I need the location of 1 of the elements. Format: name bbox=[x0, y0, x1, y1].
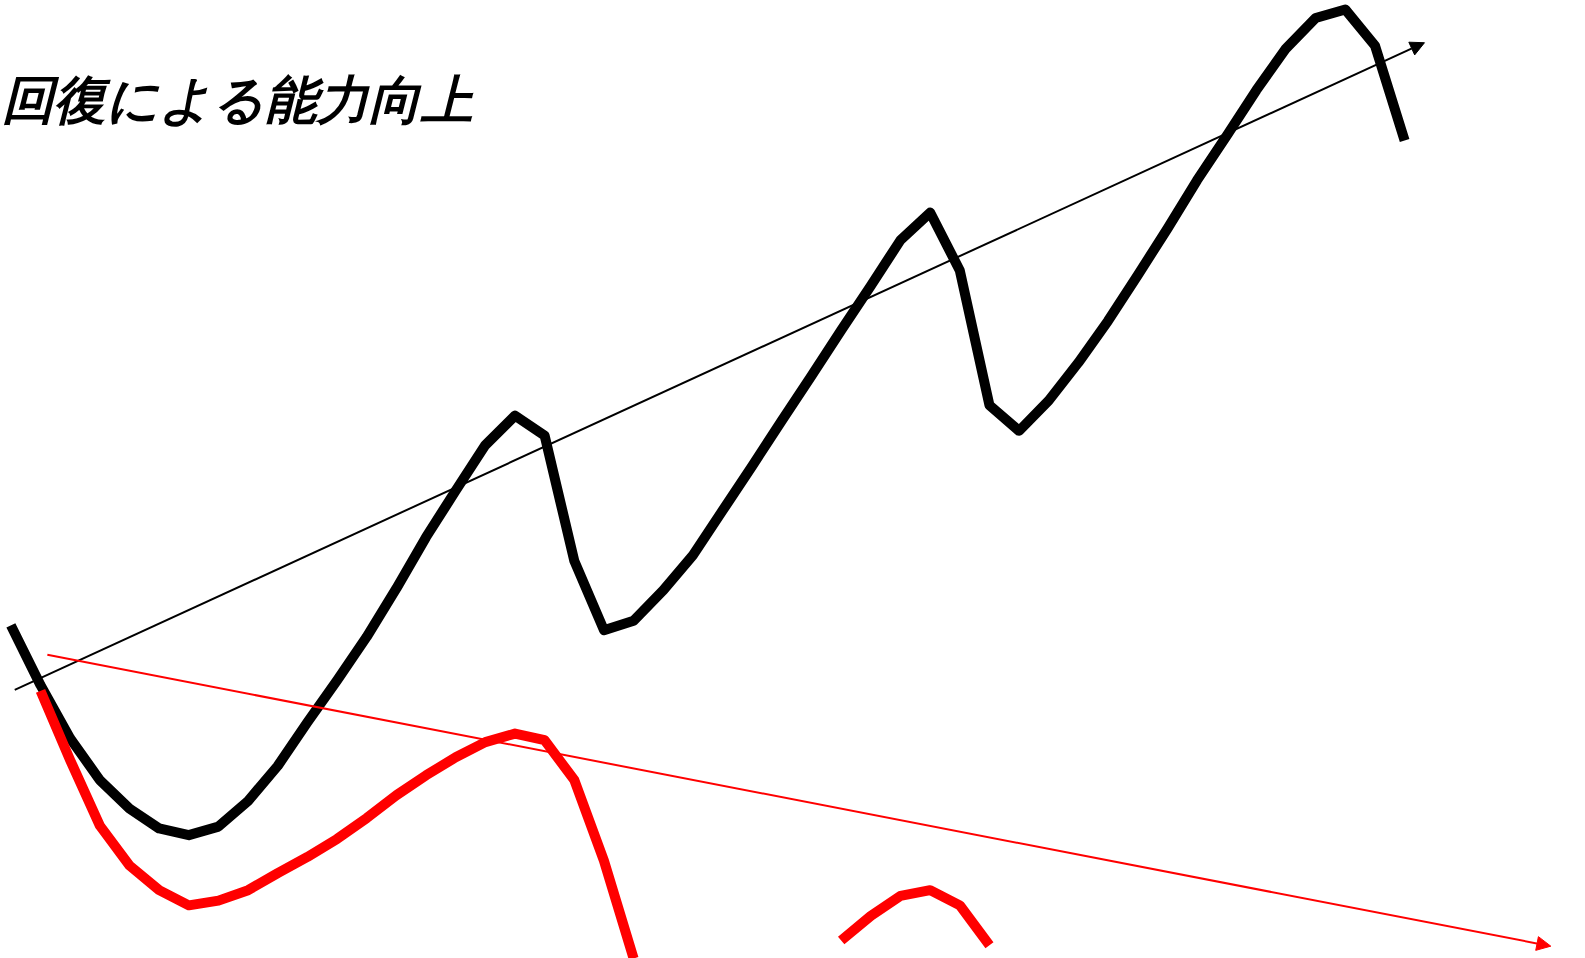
text: 回復による能力向上 bbox=[1, 69, 474, 130]
